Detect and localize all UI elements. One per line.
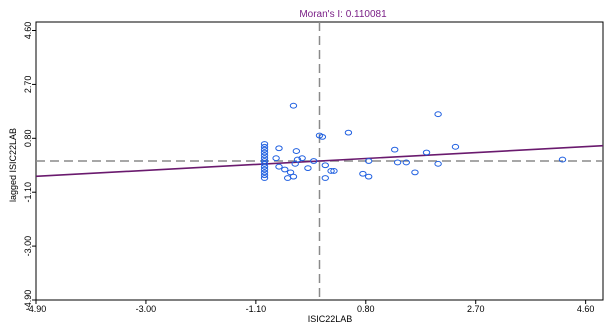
data-point: [260, 175, 269, 181]
data-point: [260, 158, 269, 164]
data-point: [275, 145, 283, 152]
x-tick-label: -1.10: [246, 304, 267, 314]
data-point: [321, 162, 329, 169]
y-axis-title: lagged ISIC22LAB: [8, 128, 18, 202]
data-point: [260, 163, 269, 170]
data-point: [292, 148, 301, 154]
y-tick-label: 0.80: [23, 130, 33, 148]
data-point: [434, 160, 442, 167]
chart-title: Moran's I: 0.110081: [299, 9, 387, 20]
data-point: [260, 166, 269, 173]
x-tick-label: 4.60: [577, 304, 595, 314]
y-tick-label: -3.00: [23, 236, 33, 257]
data-point: [260, 149, 269, 156]
regression-line-group: [35, 144, 604, 178]
y-axis-ticks: 4.60 2.70 0.80 -1.10 -3.00 -4.90: [23, 22, 36, 311]
data-point: [344, 129, 353, 136]
data-point: [391, 146, 399, 153]
y-tick-label: 2.70: [23, 76, 33, 94]
data-point: [275, 163, 283, 170]
data-point: [260, 141, 269, 147]
x-axis-ticks: -4.90 -3.00 -1.10 0.80 2.70 4.60: [26, 300, 595, 314]
data-point: [260, 146, 269, 153]
data-point: [364, 173, 373, 180]
data-point: [283, 175, 292, 181]
data-point: [434, 111, 442, 118]
y-tick-label: 4.60: [23, 22, 33, 40]
data-point: [327, 168, 335, 174]
y-tick-label: -1.10: [23, 182, 33, 203]
y-tick-label: -4.90: [23, 290, 33, 311]
data-point: [393, 159, 402, 166]
data-point: [321, 175, 329, 181]
data-point: [402, 159, 410, 166]
data-point: [291, 160, 299, 167]
data-point: [281, 166, 289, 173]
data-point: [260, 155, 269, 162]
x-tick-label: -4.90: [26, 304, 47, 314]
data-point: [260, 143, 269, 150]
data-point: [451, 143, 460, 150]
data-point: [260, 160, 269, 167]
data-point: [289, 102, 298, 109]
data-point: [364, 158, 373, 164]
data-point: [260, 172, 269, 179]
data-point: [558, 156, 567, 163]
data-point: [422, 149, 431, 156]
data-point: [304, 165, 312, 171]
x-axis-title: ISIC22LAB: [308, 314, 353, 324]
x-tick-label: 2.70: [467, 304, 485, 314]
regression-line: [35, 144, 604, 178]
x-tick-label: 0.80: [357, 304, 375, 314]
data-point: [260, 169, 269, 176]
data-point: [298, 155, 306, 162]
data-point: [318, 133, 327, 140]
data-point: [272, 155, 280, 162]
data-point: [359, 170, 367, 177]
x-tick-label: -3.00: [136, 304, 157, 314]
data-point: [260, 152, 269, 159]
data-point: [411, 169, 419, 176]
data-points: [260, 102, 567, 181]
data-point: [330, 168, 338, 174]
data-point: [310, 158, 318, 164]
